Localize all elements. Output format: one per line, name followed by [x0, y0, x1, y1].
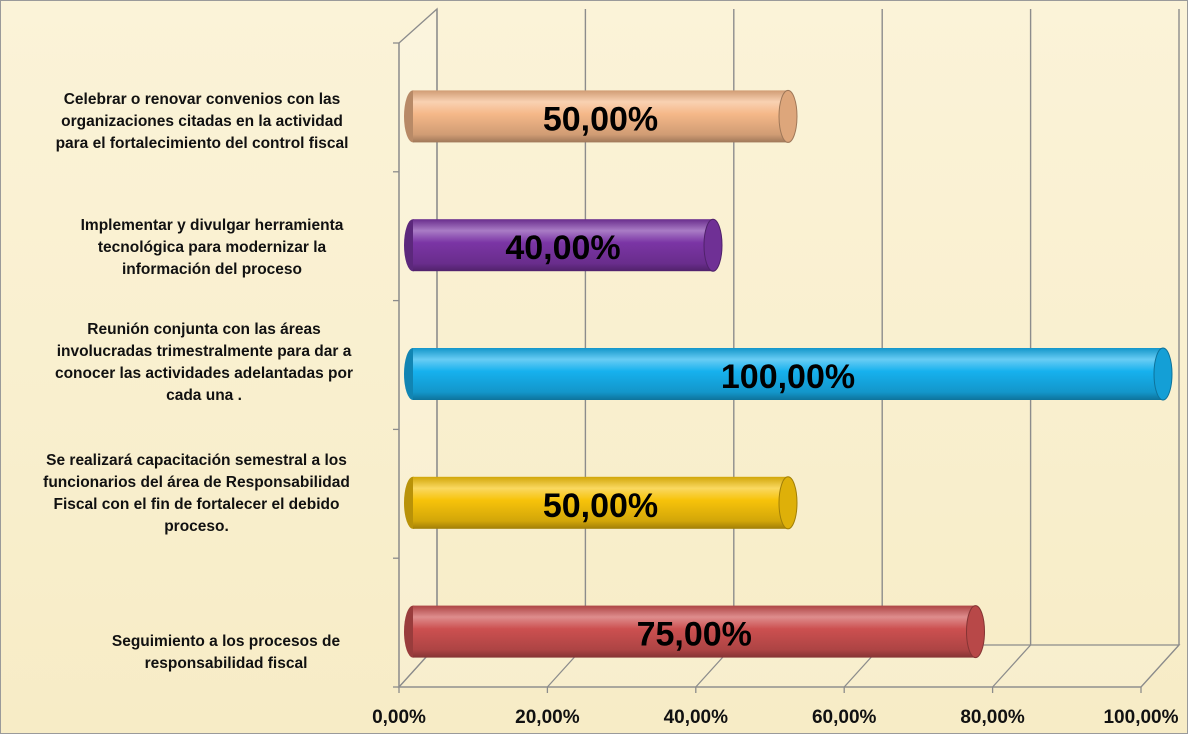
bar-body	[413, 348, 1163, 400]
floor-gridline	[1140, 644, 1180, 688]
floor-gridline	[992, 644, 1032, 688]
bar-data-label: 100,00%	[721, 358, 855, 396]
bar-body	[413, 605, 976, 658]
bar-body	[413, 90, 788, 143]
bar-data-label: 50,00%	[543, 487, 658, 525]
bar-2	[404, 218, 723, 272]
x-tick-label: 100,00%	[1103, 707, 1179, 728]
bar-data-label: 40,00%	[505, 229, 620, 267]
x-tick-label: 60,00%	[811, 707, 877, 728]
bar-end-cap	[703, 218, 723, 272]
bar-end-cap	[778, 476, 798, 530]
bar-end-cap	[778, 89, 798, 143]
bar-5	[404, 605, 985, 659]
bar-1	[404, 89, 798, 143]
bar-4	[404, 476, 798, 530]
category-label: Seguimiento a los procesos de responsabi…	[111, 633, 341, 672]
x-tick-label: 40,00%	[663, 707, 729, 728]
bar-end-cap	[966, 605, 985, 659]
x-tick-label: 0,00%	[372, 707, 426, 728]
bar-data-label: 75,00%	[637, 616, 752, 654]
bar-body	[413, 476, 788, 529]
bar-3	[404, 347, 1173, 401]
category-label: Celebrar o renovar convenios con las org…	[55, 91, 349, 152]
bar-data-label: 50,00%	[543, 100, 658, 138]
category-label: Implementar y divulgar herramienta tecno…	[80, 217, 344, 278]
bar-body	[413, 219, 713, 272]
x-tick-label: 20,00%	[515, 707, 580, 728]
category-label: Reunión conjunta con las áreas involucra…	[54, 321, 354, 404]
category-label: Se realizará capacitación semestral a lo…	[43, 452, 350, 535]
x-tick-label: 80,00%	[960, 707, 1025, 728]
bar-end-cap	[1153, 347, 1173, 401]
